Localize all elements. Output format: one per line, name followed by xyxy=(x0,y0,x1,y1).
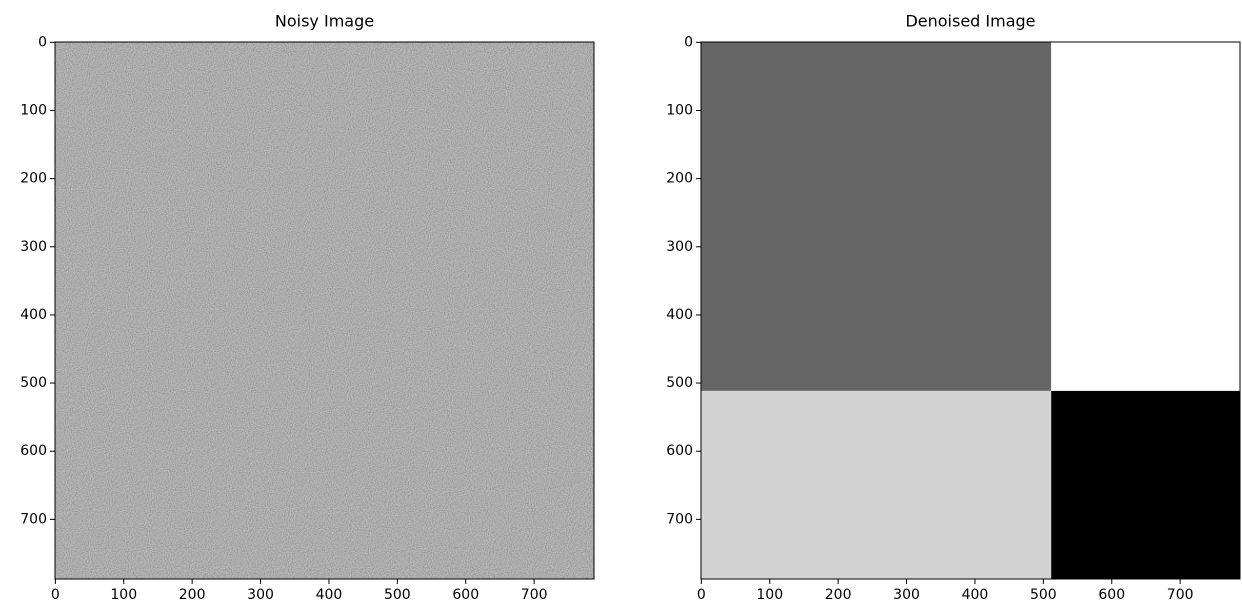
y-tick-label: 100 xyxy=(666,102,693,118)
y-tick-label: 0 xyxy=(38,34,47,50)
image-region xyxy=(701,391,1051,579)
x-tick-label: 200 xyxy=(179,587,206,603)
x-tick-label: 700 xyxy=(1167,587,1194,603)
x-tick-label: 200 xyxy=(825,587,852,603)
x-tick-label: 600 xyxy=(1098,587,1125,603)
y-tick-label: 300 xyxy=(666,239,693,255)
y-tick-label: 400 xyxy=(666,307,693,323)
y-tick-label: 600 xyxy=(666,443,693,459)
x-tick-label: 700 xyxy=(521,587,548,603)
x-tick-label: 0 xyxy=(697,587,706,603)
image-region xyxy=(1051,42,1240,391)
image-region xyxy=(701,42,1051,391)
y-tick-label: 500 xyxy=(666,375,693,391)
y-tick-label: 700 xyxy=(20,511,47,527)
x-tick-label: 500 xyxy=(1030,587,1057,603)
panel-title: Denoised Image xyxy=(905,12,1035,31)
panel-title: Noisy Image xyxy=(275,12,374,31)
y-tick-label: 600 xyxy=(20,443,47,459)
y-tick-label: 200 xyxy=(666,171,693,187)
x-tick-label: 600 xyxy=(452,587,479,603)
figure: Noisy Image 0 100 200 300 400 500 600 700 0 100 200… xyxy=(0,0,1242,608)
y-tick-label: 400 xyxy=(20,307,47,323)
x-tick-label: 100 xyxy=(756,587,783,603)
image-region xyxy=(1051,391,1240,579)
y-tick-label: 700 xyxy=(666,511,693,527)
y-tick-label: 300 xyxy=(20,239,47,255)
image-panel: Noisy Image 0 100 200 300 400 500 600 700 0 100 200… xyxy=(20,12,594,604)
x-tick-label: 400 xyxy=(962,587,989,603)
x-tick-label: 400 xyxy=(316,587,343,603)
x-tick-label: 300 xyxy=(893,587,920,603)
y-tick-label: 100 xyxy=(20,102,47,118)
image-panel: Denoised Image 0 100 200 300 400 500 600 700 0 100… xyxy=(666,12,1240,604)
x-tick-label: 300 xyxy=(247,587,274,603)
x-tick-label: 0 xyxy=(51,587,60,603)
y-tick-label: 200 xyxy=(20,171,47,187)
x-tick-label: 100 xyxy=(110,587,137,603)
y-tick-label: 500 xyxy=(20,375,47,391)
x-tick-label: 500 xyxy=(384,587,411,603)
noise-texture xyxy=(55,42,594,579)
y-tick-label: 0 xyxy=(684,34,693,50)
